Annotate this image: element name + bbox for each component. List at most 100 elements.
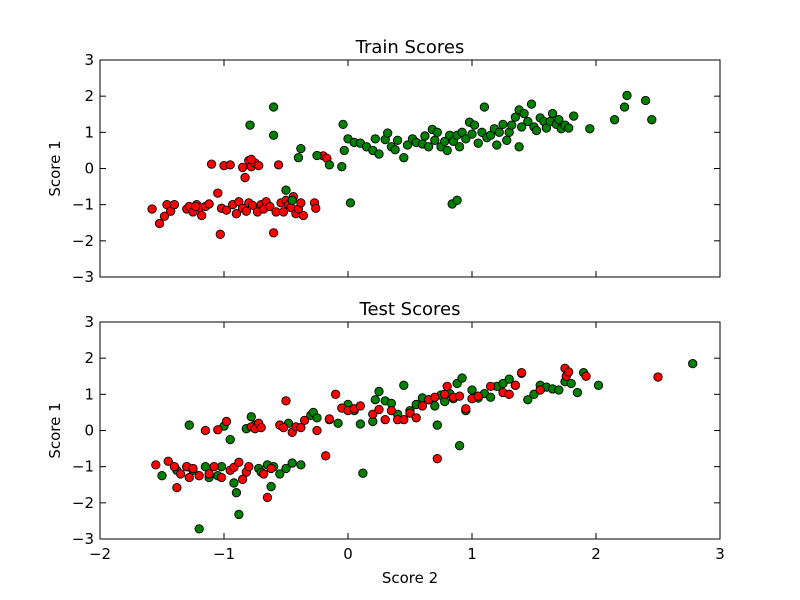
test-data-point	[266, 463, 276, 474]
train-data-point	[647, 115, 657, 125]
test-data-point	[417, 401, 428, 411]
train-data-point	[197, 210, 207, 221]
train-data-point	[473, 138, 483, 148]
train-data-point	[432, 127, 442, 137]
train-data-point	[469, 120, 480, 130]
train-data-point	[402, 140, 413, 150]
train-data-point	[619, 102, 630, 112]
test-data-point	[321, 451, 331, 461]
test-data-point	[411, 413, 421, 423]
test-data-point	[287, 458, 297, 468]
test-data-point	[461, 404, 471, 414]
train-data-point	[190, 201, 201, 212]
test-data-point	[442, 381, 452, 392]
test-data-point	[330, 389, 341, 399]
train-data-point	[293, 152, 304, 163]
train-y-tick-label: −1	[72, 196, 94, 214]
test-data-point	[256, 422, 266, 433]
train-data-point	[498, 119, 508, 130]
train-data-point	[273, 160, 284, 170]
train-y-axis-label: Score 1	[46, 140, 64, 196]
train-data-point	[510, 112, 521, 122]
test-data-point	[504, 374, 514, 384]
test-data-point	[184, 420, 194, 430]
train-data-point	[423, 142, 434, 152]
test-data-point	[151, 460, 161, 470]
train-data-point	[585, 124, 595, 134]
test-data-point	[169, 462, 180, 472]
test-data-point	[296, 460, 306, 470]
test-x-tick-label: −2	[89, 545, 111, 563]
train-data-point	[268, 228, 279, 238]
train-data-point	[390, 145, 400, 155]
train-data-point	[531, 125, 542, 136]
train-data-point	[479, 102, 490, 112]
train-data-point	[213, 188, 223, 198]
train-data-point	[221, 205, 232, 215]
test-data-point	[374, 386, 384, 397]
test-data-point	[370, 395, 380, 405]
train-data-point	[204, 199, 214, 209]
train-data-point	[564, 123, 574, 133]
test-data-point	[504, 389, 514, 399]
test-x-axis-label: Score 2	[382, 569, 438, 587]
test-data-point	[237, 474, 248, 484]
test-data-point	[278, 422, 289, 433]
train-data-point	[461, 134, 471, 144]
test-data-point	[386, 405, 397, 416]
train-data-point	[206, 159, 217, 169]
train-data-point	[374, 149, 384, 159]
test-y-axis-label: Score 1	[46, 402, 64, 458]
train-data-point	[392, 135, 403, 145]
test-data-point	[454, 391, 465, 401]
train-data-point	[241, 206, 251, 216]
test-data-point	[234, 509, 244, 520]
test-data-point	[209, 462, 219, 472]
test-data-point	[593, 380, 604, 390]
train-data-point	[231, 209, 242, 219]
train-scores-panel: Train Scores Score 1 −3 −2 −1 0 1 2 3	[46, 37, 721, 286]
test-y-tick-label: 1	[84, 385, 94, 403]
train-data-point	[159, 211, 170, 221]
train-data-point	[268, 130, 279, 140]
test-data-point	[432, 420, 442, 430]
test-data-point	[516, 367, 527, 378]
train-data-point	[609, 115, 620, 125]
train-data-point	[278, 207, 289, 217]
test-data-point	[523, 395, 533, 405]
test-data-point	[244, 462, 254, 472]
train-ticks: −3 −2 −1 0 1 2 3	[72, 51, 721, 286]
train-data-point	[430, 135, 440, 145]
test-y-tick-label: 2	[84, 349, 94, 367]
test-data-point	[216, 472, 227, 483]
test-data-point	[368, 409, 378, 419]
test-data-point	[374, 404, 384, 415]
test-data-point	[266, 481, 276, 492]
train-chart-title: Train Scores	[355, 37, 465, 58]
train-data-point	[622, 90, 632, 101]
train-data-point	[383, 128, 393, 138]
train-y-tick-label: −3	[72, 268, 94, 286]
test-data-point	[234, 457, 244, 467]
train-data-point	[240, 172, 250, 183]
train-data-point	[147, 204, 157, 214]
train-y-tick-label: −2	[72, 232, 94, 250]
test-data-point	[184, 472, 194, 483]
test-data-point	[157, 471, 167, 481]
test-data-point	[175, 469, 186, 479]
test-data-point	[564, 367, 574, 377]
test-x-tick-label: −1	[213, 545, 235, 563]
train-data-point	[526, 99, 537, 109]
test-data-point	[430, 392, 440, 402]
test-data-point	[225, 434, 235, 445]
train-data-point	[492, 140, 502, 150]
train-data-point	[281, 185, 291, 195]
train-data-point	[399, 152, 409, 163]
test-data-point	[457, 373, 467, 383]
test-data-point	[200, 425, 211, 436]
test-data-point	[432, 454, 442, 464]
train-data-point	[311, 203, 321, 213]
train-data-point	[442, 145, 452, 156]
train-data-point	[339, 145, 349, 156]
